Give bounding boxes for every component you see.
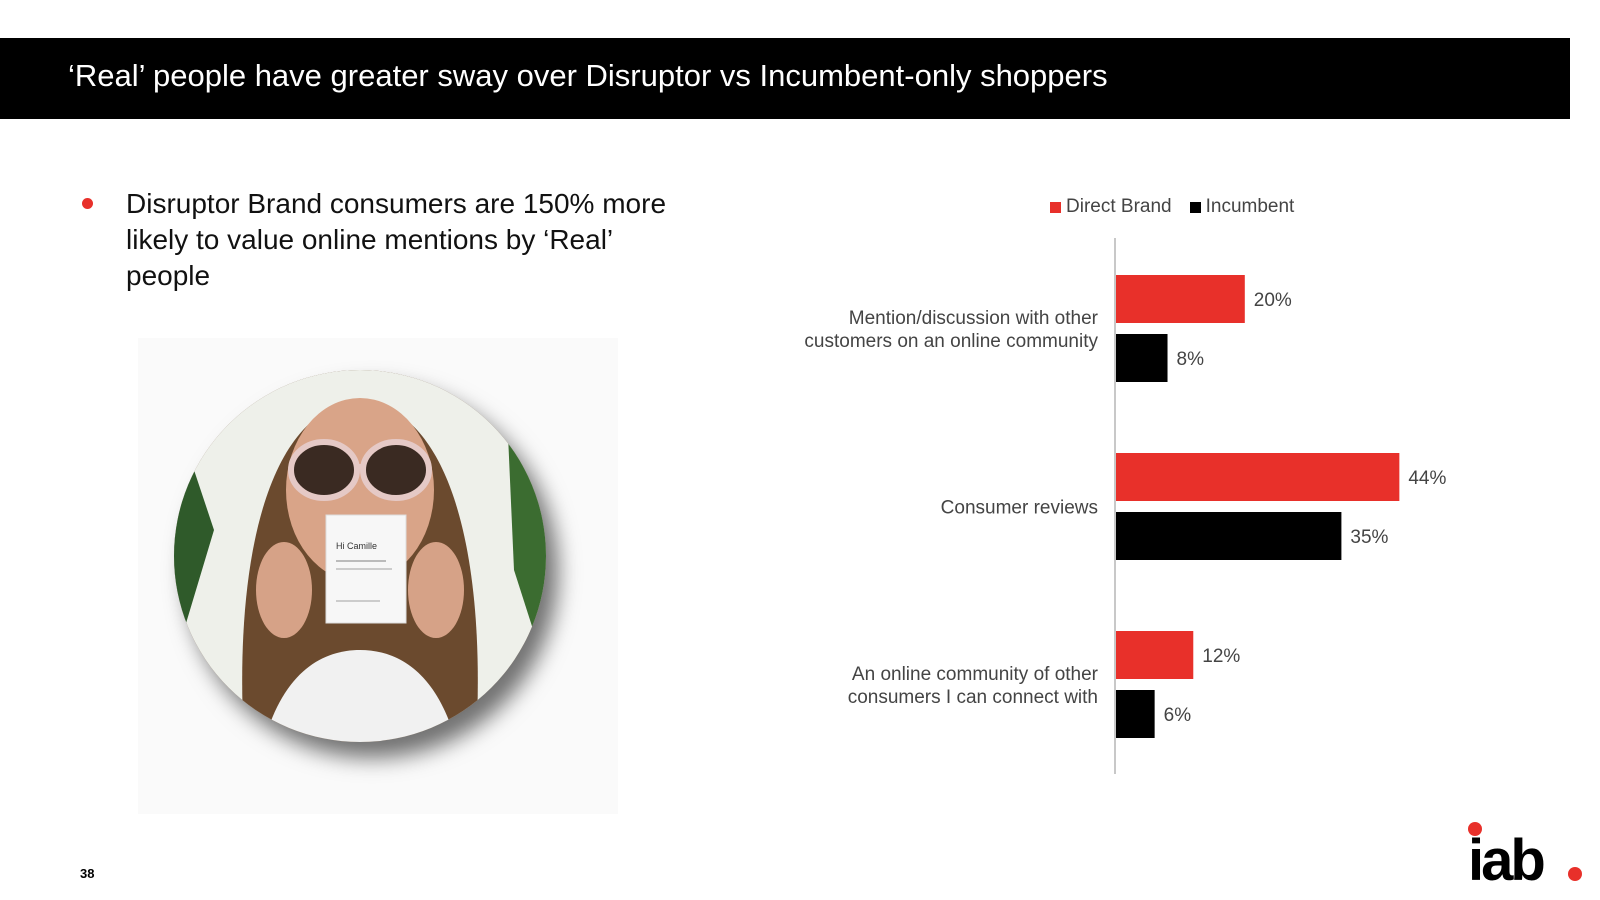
bar-chart: Direct Brand Incumbent 20% 8% Mention/disc…	[780, 180, 1540, 800]
bar-incumbent-0	[1116, 334, 1168, 382]
bullet-dot	[82, 198, 93, 209]
data-label-direct-brand-0: 20%	[1254, 290, 1292, 311]
bar-direct-brand-0	[1116, 275, 1245, 323]
legend-label-direct-brand: Direct Brand	[1066, 196, 1172, 217]
photo-panel: Hi Camille	[138, 338, 618, 814]
legend-swatch-direct-brand	[1050, 201, 1061, 213]
data-label-incumbent-1: 35%	[1350, 527, 1388, 548]
data-label-incumbent-2: 6%	[1164, 705, 1192, 726]
legend-label-incumbent: Incumbent	[1205, 196, 1295, 217]
legend-item-direct-brand: Direct Brand	[1050, 196, 1172, 218]
title-band: ‘Real’ people have greater sway over Dis…	[0, 38, 1570, 119]
bar-incumbent-1	[1116, 512, 1342, 560]
chart-legend: Direct Brand Incumbent	[1050, 196, 1294, 218]
data-label-incumbent-0: 8%	[1177, 349, 1205, 370]
iab-logo: iab	[1468, 820, 1590, 893]
bullet-text: Disruptor Brand consumers are 150% more …	[126, 188, 667, 291]
category-label-2: An online community of other consumers I …	[848, 664, 1099, 708]
category-label-1: Consumer reviews	[941, 498, 1098, 519]
data-label-direct-brand-1: 44%	[1408, 468, 1446, 489]
card-text: Hi Camille	[336, 541, 377, 551]
page-number: 38	[80, 866, 95, 881]
bar-direct-brand-2	[1116, 631, 1194, 679]
legend-swatch-incumbent	[1189, 201, 1201, 213]
bar-incumbent-2	[1116, 690, 1155, 738]
chart-plot: 20% 8% Mention/discussion with other custom…	[804, 238, 1446, 774]
category-label-0: Mention/discussion with other customers o…	[804, 308, 1098, 352]
svg-text:iab: iab	[1468, 828, 1544, 890]
page-title: ‘Real’ people have greater sway over Dis…	[68, 58, 1108, 93]
data-label-direct-brand-2: 12%	[1202, 646, 1240, 667]
legend-item-incumbent: Incumbent	[1189, 196, 1295, 218]
woman-photo: Hi Camille	[174, 370, 546, 742]
bar-direct-brand-1	[1116, 453, 1400, 501]
